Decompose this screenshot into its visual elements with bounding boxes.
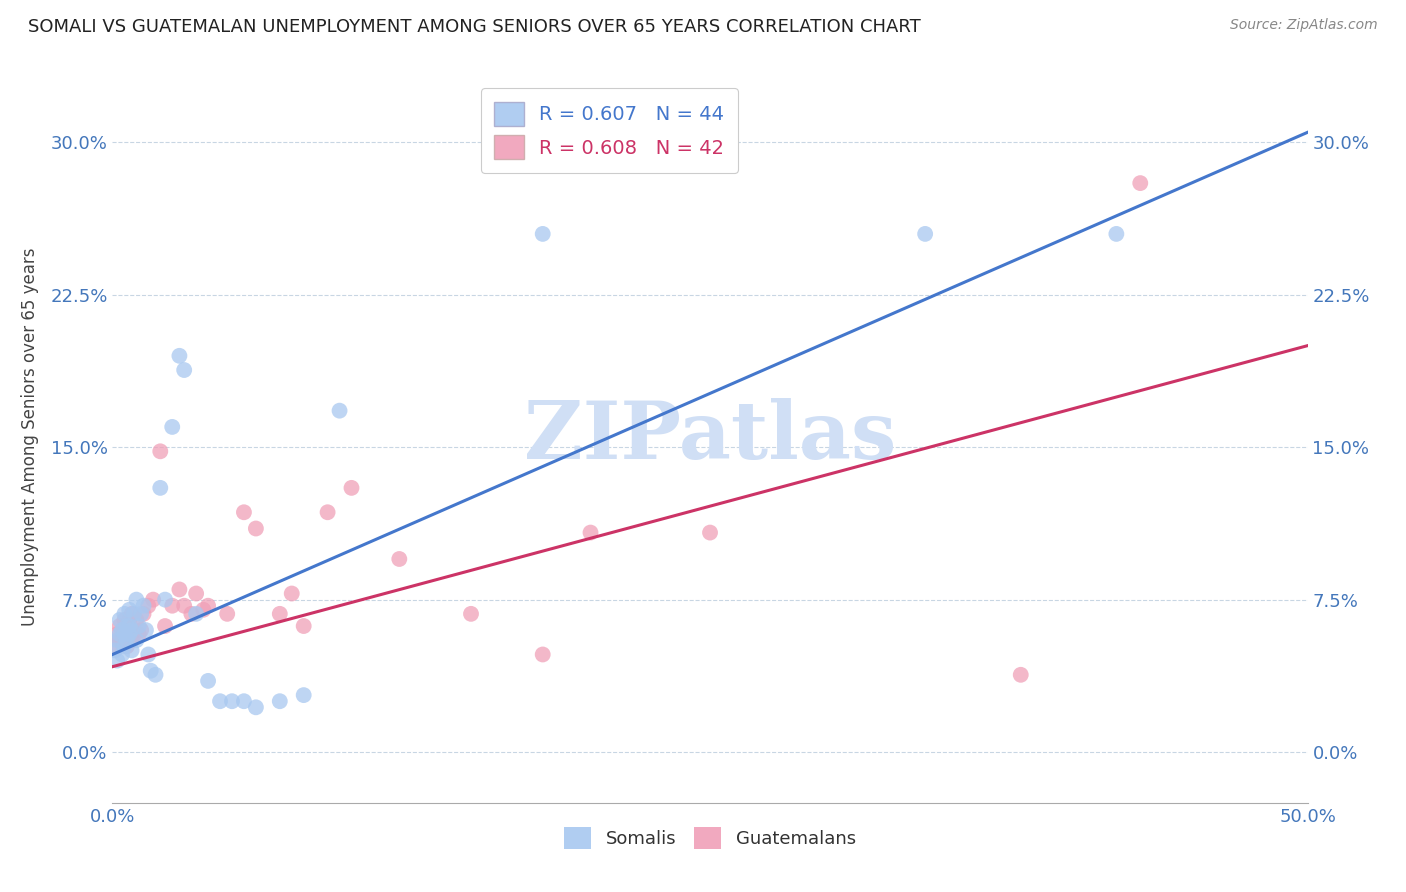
Point xyxy=(531,227,554,241)
Point xyxy=(105,654,128,668)
Text: ZIPatlas: ZIPatlas xyxy=(524,398,896,476)
Point xyxy=(121,633,143,648)
Point xyxy=(138,648,160,662)
Point xyxy=(153,592,176,607)
Point xyxy=(118,613,141,627)
Point xyxy=(114,627,135,641)
Point xyxy=(149,444,172,458)
Point xyxy=(108,613,131,627)
Point xyxy=(135,623,157,637)
Point xyxy=(221,694,243,708)
Point xyxy=(121,607,143,621)
Point xyxy=(114,640,135,654)
Point xyxy=(531,648,554,662)
Point xyxy=(108,619,131,633)
Point xyxy=(197,673,219,688)
Point xyxy=(122,607,145,621)
Point xyxy=(193,603,215,617)
Point xyxy=(115,633,138,648)
Point xyxy=(125,613,148,627)
Point xyxy=(114,613,135,627)
Point xyxy=(118,627,141,641)
Point xyxy=(162,420,183,434)
Point xyxy=(115,619,138,633)
Point xyxy=(197,599,219,613)
Point xyxy=(180,607,202,621)
Point xyxy=(292,688,315,702)
Point xyxy=(914,227,936,241)
Point xyxy=(142,592,165,607)
Point xyxy=(111,648,134,662)
Point xyxy=(233,694,256,708)
Point xyxy=(145,667,167,682)
Point xyxy=(111,623,134,637)
Point xyxy=(111,633,134,648)
Point xyxy=(1105,227,1128,241)
Point xyxy=(129,623,152,637)
Point xyxy=(104,643,127,657)
Point xyxy=(108,627,131,641)
Legend: Somalis, Guatemalans: Somalis, Guatemalans xyxy=(554,816,866,860)
Point xyxy=(269,607,291,621)
Point xyxy=(128,627,150,641)
Point xyxy=(132,599,155,613)
Point xyxy=(217,607,239,621)
Point xyxy=(316,505,339,519)
Point xyxy=(162,599,183,613)
Point xyxy=(128,619,150,633)
Point xyxy=(245,700,267,714)
Point xyxy=(169,582,191,597)
Point xyxy=(121,623,143,637)
Point xyxy=(1010,667,1032,682)
Point xyxy=(149,481,172,495)
Point xyxy=(340,481,363,495)
Point xyxy=(118,603,141,617)
Text: SOMALI VS GUATEMALAN UNEMPLOYMENT AMONG SENIORS OVER 65 YEARS CORRELATION CHART: SOMALI VS GUATEMALAN UNEMPLOYMENT AMONG … xyxy=(28,18,921,36)
Point xyxy=(292,619,315,633)
Point xyxy=(122,627,145,641)
Point xyxy=(104,640,127,654)
Point xyxy=(460,607,482,621)
Point xyxy=(129,607,152,621)
Point xyxy=(269,694,291,708)
Point xyxy=(115,640,138,654)
Point xyxy=(105,627,128,641)
Point xyxy=(281,586,304,600)
Point xyxy=(329,403,352,417)
Point xyxy=(169,349,191,363)
Point xyxy=(114,607,135,621)
Point xyxy=(209,694,232,708)
Point xyxy=(233,505,256,519)
Point xyxy=(186,607,208,621)
Point xyxy=(1129,176,1152,190)
Y-axis label: Unemployment Among Seniors over 65 years: Unemployment Among Seniors over 65 years xyxy=(21,248,39,626)
Point xyxy=(153,619,176,633)
Text: Source: ZipAtlas.com: Source: ZipAtlas.com xyxy=(1230,18,1378,32)
Point xyxy=(173,599,195,613)
Point xyxy=(186,586,208,600)
Point xyxy=(125,592,148,607)
Point xyxy=(108,633,131,648)
Point xyxy=(699,525,721,540)
Point xyxy=(118,619,141,633)
Point xyxy=(105,633,128,648)
Point xyxy=(139,664,162,678)
Point xyxy=(388,552,411,566)
Point xyxy=(173,363,195,377)
Point xyxy=(114,627,135,641)
Point xyxy=(138,599,160,613)
Point xyxy=(125,633,148,648)
Point xyxy=(579,525,602,540)
Point xyxy=(132,607,155,621)
Point xyxy=(121,643,143,657)
Point xyxy=(245,521,267,535)
